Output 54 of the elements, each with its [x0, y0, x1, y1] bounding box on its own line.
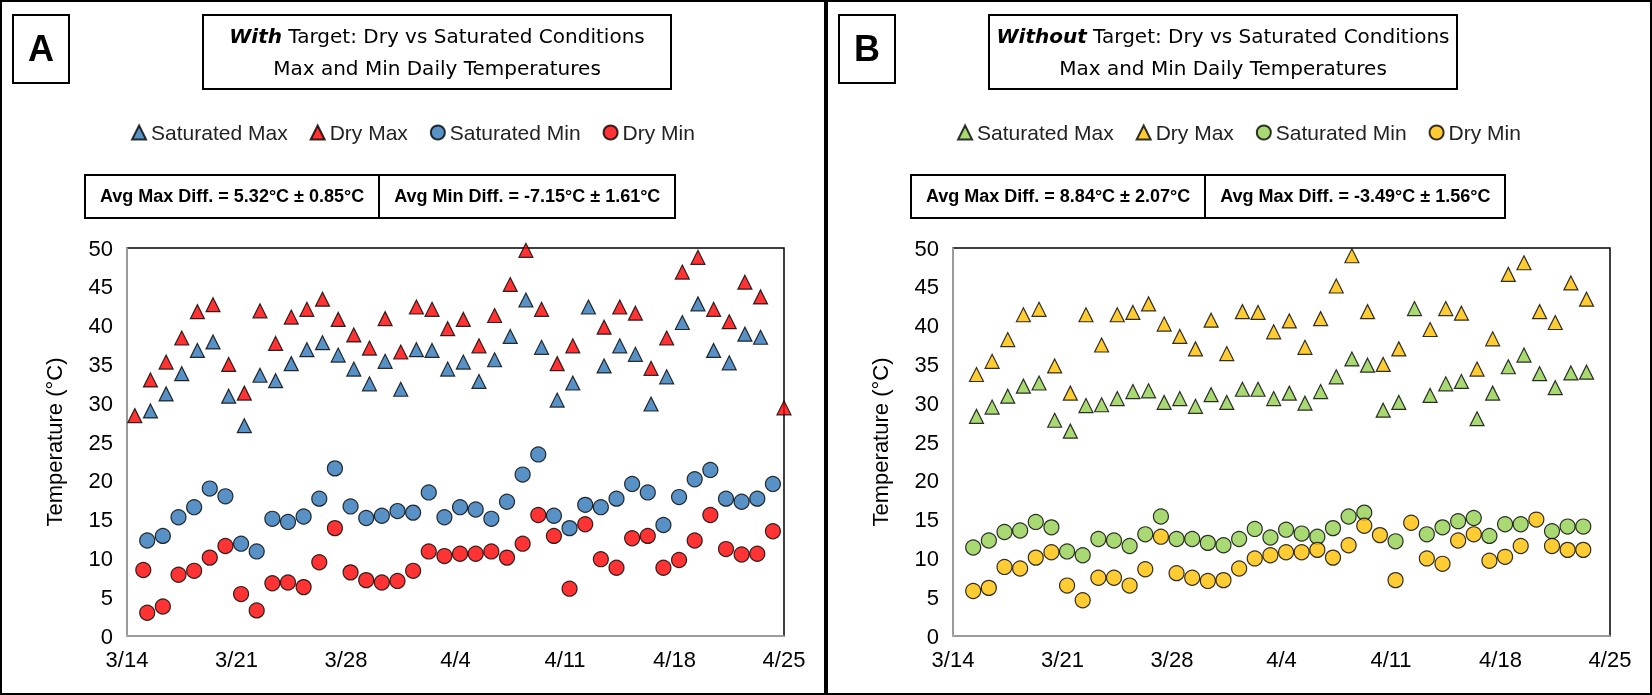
y-tick-label: 45: [914, 274, 939, 300]
legend-label: Saturated Min: [449, 121, 581, 144]
x-tick-label: 3/28: [324, 646, 368, 672]
legend-label: Saturated Max: [977, 121, 1115, 144]
y-tick-label: 30: [88, 390, 113, 416]
y-tick-label: 10: [88, 545, 113, 571]
chart-title: With Target: Dry vs Saturated Conditions Max and Min Daily Temperatures: [228, 23, 646, 82]
y-axis-title: Temperature (°C): [867, 357, 893, 527]
x-tick-label: 3/14: [931, 646, 975, 672]
y-tick-label: 25: [88, 429, 113, 455]
y-tick-label: 0: [100, 623, 113, 649]
text: Avg Min Diff. = -7.15°C ± 1.61°C: [378, 174, 677, 219]
y-tick-label: 15: [88, 507, 113, 533]
text: Avg Max Diff. = -3.49°C ± 1.56°C: [1204, 174, 1507, 219]
x-tick-label: 4/18: [1479, 646, 1522, 672]
x-tick-label: 3/14: [105, 646, 149, 672]
text: B: [838, 14, 896, 84]
y-tick-label: 20: [914, 468, 939, 494]
x-tick-label: 4/4: [1266, 646, 1297, 672]
y-tick-label: 30: [914, 390, 939, 416]
x-tick-label: 4/25: [762, 646, 806, 672]
y-tick-label: 15: [914, 507, 939, 533]
y-tick-label: 5: [100, 584, 113, 610]
legend-label: Dry Min: [1448, 121, 1521, 144]
x-tick-label: 3/21: [215, 646, 258, 672]
legend-label: Saturated Min: [1275, 121, 1407, 144]
y-tick-label: 50: [914, 235, 939, 261]
legend-label: Dry Max: [329, 121, 409, 144]
x-tick-label: 4/18: [653, 646, 696, 672]
y-axis-title: Temperature (°C): [41, 357, 67, 527]
legend-label: Dry Max: [1155, 121, 1235, 144]
y-tick-label: 45: [88, 274, 113, 300]
y-tick-label: 25: [914, 429, 939, 455]
chart-title: Without Target: Dry vs Saturated Conditions Max and Min Daily Temperatures: [995, 23, 1451, 82]
x-tick-label: 4/4: [440, 646, 471, 672]
y-tick-label: 10: [914, 545, 939, 571]
text: Avg Max Diff. = 8.84°C ± 2.07°C: [910, 174, 1207, 219]
y-tick-label: 50: [88, 235, 113, 261]
y-tick-label: 40: [88, 313, 113, 339]
x-tick-label: 4/11: [544, 646, 586, 672]
x-tick-label: 3/21: [1041, 646, 1084, 672]
y-tick-label: 5: [926, 584, 939, 610]
text: Avg Max Diff. = 5.32°C ± 0.85°C: [84, 174, 381, 219]
legend-label: Saturated Max: [151, 121, 289, 144]
y-tick-label: 0: [926, 623, 939, 649]
y-tick-label: 35: [914, 351, 939, 377]
y-tick-label: 20: [88, 468, 113, 494]
x-tick-label: 3/28: [1150, 646, 1194, 672]
y-tick-label: 35: [88, 351, 113, 377]
x-tick-label: 4/11: [1370, 646, 1412, 672]
y-tick-label: 40: [914, 313, 939, 339]
x-tick-label: 4/25: [1588, 646, 1632, 672]
legend-label: Dry Min: [622, 121, 695, 144]
text: A: [12, 14, 70, 84]
